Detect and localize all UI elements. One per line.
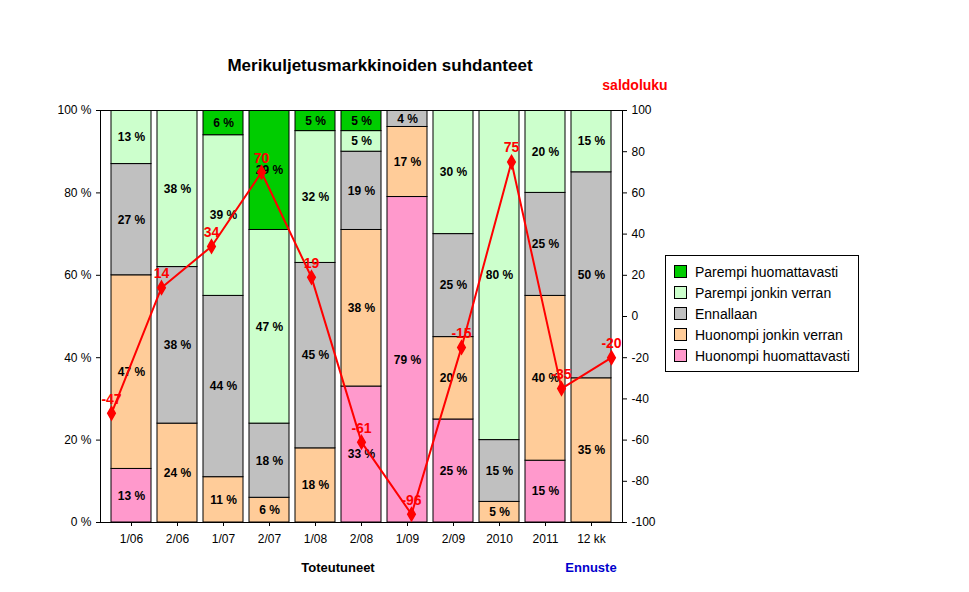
svg-text:80 %: 80 %: [486, 268, 514, 282]
svg-text:1/07: 1/07: [212, 532, 236, 546]
svg-text:60: 60: [632, 186, 646, 200]
html-text:Parempi huomattavasti: Parempi huomattavasti: [695, 263, 839, 280]
svg-text:2/07: 2/07: [258, 532, 282, 546]
svg-text:40 %: 40 %: [64, 351, 92, 365]
svg-text:11 %: 11 %: [210, 493, 237, 507]
svg-text:1/06: 1/06: [120, 532, 144, 546]
svg-text:6 %: 6 %: [259, 503, 280, 517]
svg-text:14: 14: [154, 265, 170, 281]
svg-text:29 %: 29 %: [256, 163, 284, 177]
svg-text:19: 19: [304, 255, 320, 271]
svg-text:40: 40: [632, 227, 646, 241]
svg-text:2/08: 2/08: [350, 532, 374, 546]
svg-text:20 %: 20 %: [64, 433, 92, 447]
svg-text:Toteutuneet: Toteutuneet: [301, 560, 375, 575]
svg-text:80: 80: [632, 145, 646, 159]
svg-text:5 %: 5 %: [305, 114, 326, 128]
svg-text:33 %: 33 %: [348, 447, 376, 461]
svg-text:13 %: 13 %: [118, 130, 146, 144]
svg-text:2011: 2011: [533, 532, 559, 546]
svg-text:20 %: 20 %: [532, 145, 560, 159]
svg-text:79 %: 79 %: [394, 353, 422, 367]
svg-text:-60: -60: [632, 433, 650, 447]
svg-text:0 %: 0 %: [71, 515, 92, 529]
svg-text:2/06: 2/06: [166, 532, 190, 546]
svg-text:38 %: 38 %: [164, 182, 192, 196]
svg-text:-20: -20: [601, 335, 621, 351]
svg-text:47 %: 47 %: [118, 365, 146, 379]
svg-text:-15: -15: [451, 325, 471, 341]
svg-text:47 %: 47 %: [256, 320, 284, 334]
html-text:Huonompi huomattavasti: Huonompi huomattavasti: [695, 347, 850, 364]
svg-text:20: 20: [632, 268, 646, 282]
svg-text:38 %: 38 %: [348, 301, 376, 315]
html-text:Merikuljetusmarkkinoiden suhda: Merikuljetusmarkkinoiden suhdanteet: [227, 56, 533, 75]
svg-text:17 %: 17 %: [394, 155, 422, 169]
svg-text:-80: -80: [632, 474, 650, 488]
svg-text:19 %: 19 %: [348, 184, 376, 198]
html-text:Huonompi jonkin verran: Huonompi jonkin verran: [695, 326, 843, 343]
html-text:Parempi jonkin verran: Parempi jonkin verran: [695, 284, 832, 301]
svg-text:-40: -40: [632, 392, 650, 406]
svg-text:40 %: 40 %: [532, 371, 560, 385]
svg-text:50 %: 50 %: [578, 268, 606, 282]
svg-text:15 %: 15 %: [486, 464, 514, 478]
svg-text:24 %: 24 %: [164, 466, 192, 480]
svg-text:12 kk: 12 kk: [577, 532, 607, 546]
svg-text:5 %: 5 %: [489, 505, 510, 519]
svg-text:1/09: 1/09: [396, 532, 420, 546]
svg-text:27 %: 27 %: [118, 213, 146, 227]
svg-text:2010: 2010: [486, 532, 513, 546]
svg-text:39 %: 39 %: [210, 208, 238, 222]
svg-text:38 %: 38 %: [164, 338, 192, 352]
svg-text:Ennuste: Ennuste: [565, 560, 616, 575]
svg-text:15 %: 15 %: [532, 484, 560, 498]
svg-text:100: 100: [632, 103, 652, 117]
svg-text:4 %: 4 %: [397, 112, 418, 126]
svg-text:-96: -96: [401, 492, 421, 508]
svg-text:44 %: 44 %: [210, 379, 238, 393]
svg-text:32 %: 32 %: [302, 190, 330, 204]
svg-text:25 %: 25 %: [440, 464, 468, 478]
svg-text:35 %: 35 %: [578, 443, 606, 457]
svg-text:-35: -35: [551, 366, 571, 382]
svg-text:80 %: 80 %: [64, 186, 92, 200]
svg-text:60 %: 60 %: [64, 268, 92, 282]
svg-text:2/09: 2/09: [442, 532, 466, 546]
svg-text:30 %: 30 %: [440, 165, 468, 179]
svg-text:25 %: 25 %: [440, 278, 468, 292]
svg-text:20 %: 20 %: [440, 371, 468, 385]
svg-text:6 %: 6 %: [213, 116, 234, 130]
svg-text:100 %: 100 %: [57, 103, 91, 117]
svg-text:1/08: 1/08: [304, 532, 328, 546]
svg-text:18 %: 18 %: [256, 454, 284, 468]
svg-text:-100: -100: [632, 515, 656, 529]
svg-text:-61: -61: [351, 420, 371, 436]
svg-text:5 %: 5 %: [351, 134, 372, 148]
svg-text:18 %: 18 %: [302, 478, 330, 492]
svg-text:75: 75: [504, 139, 520, 155]
svg-text:-47: -47: [101, 391, 121, 407]
svg-text:25 %: 25 %: [532, 237, 560, 251]
svg-text:-20: -20: [632, 351, 650, 365]
svg-text:13 %: 13 %: [118, 489, 146, 503]
html-text:Ennallaan: Ennallaan: [695, 305, 758, 322]
svg-text:70: 70: [254, 150, 270, 166]
svg-text:45 %: 45 %: [302, 348, 330, 362]
svg-text:0: 0: [632, 309, 639, 323]
svg-text:5 %: 5 %: [351, 114, 372, 128]
svg-text:15 %: 15 %: [578, 134, 606, 148]
svg-text:saldoluku: saldoluku: [602, 77, 667, 93]
svg-text:34: 34: [204, 224, 220, 240]
